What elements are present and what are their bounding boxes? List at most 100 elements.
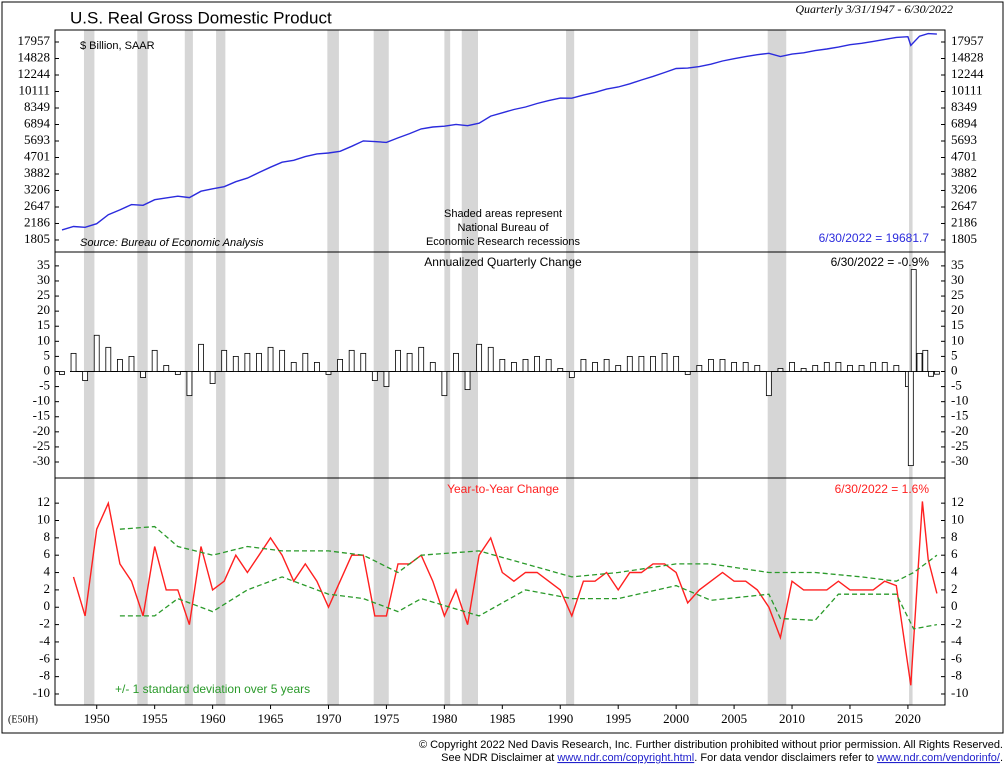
bar <box>684 371 691 375</box>
y-tick-label-right: 5693 <box>951 132 977 147</box>
bar <box>765 371 772 397</box>
bar <box>910 269 917 372</box>
x-tick-label: 2010 <box>779 711 805 726</box>
y-tick-label: -5 <box>39 378 50 393</box>
link[interactable]: www.ndr.com/copyright.html <box>556 752 694 764</box>
bar <box>615 365 622 372</box>
recession-shade <box>461 478 478 705</box>
bar <box>302 352 309 372</box>
recession-shade <box>216 478 226 705</box>
bar <box>522 359 529 372</box>
recession-shade <box>444 478 451 705</box>
bar <box>789 362 795 372</box>
y-tick-label: 2647 <box>24 198 51 213</box>
recession-shade <box>461 252 478 478</box>
recession-shade <box>216 30 226 252</box>
y-tick-label: 10111 <box>18 82 50 97</box>
recession-shade <box>137 30 148 252</box>
bar <box>59 371 65 375</box>
bar <box>163 365 170 372</box>
recession-shade <box>184 252 193 478</box>
bar <box>279 349 286 372</box>
y-tick-label-right: -4 <box>951 633 962 648</box>
bar <box>290 362 297 372</box>
bar <box>70 352 77 372</box>
recession-shade <box>909 30 913 252</box>
y-tick-label: -8 <box>39 668 50 683</box>
y-tick-label: 2 <box>44 581 51 596</box>
y-tick-label-right: 12244 <box>951 66 984 81</box>
recession-shade <box>373 30 389 252</box>
y-tick-label: -10 <box>33 685 50 700</box>
bar <box>534 356 540 372</box>
bar <box>267 346 274 372</box>
bar <box>754 365 761 372</box>
x-tick-label: 1975 <box>373 711 399 726</box>
last-value-label: 6/30/2022 = 1.6% <box>835 482 930 496</box>
bar <box>708 359 714 372</box>
disclaimer-text: . <box>1000 752 1003 764</box>
y-tick-label: 25 <box>37 287 50 302</box>
y-tick-label-right: -2 <box>951 616 962 631</box>
y-tick-label-right: 2186 <box>951 214 978 229</box>
recession-shade <box>184 30 193 252</box>
bar <box>893 365 900 372</box>
note: Shaded areas represent <box>444 208 562 220</box>
recession-shade <box>327 252 339 478</box>
bar <box>922 349 929 372</box>
link[interactable]: www.ndr.com/vendorinfo/ <box>876 752 1001 764</box>
bar <box>847 365 853 372</box>
y-tick-label-right: 3882 <box>951 165 977 180</box>
bar <box>592 362 598 372</box>
bar <box>928 371 934 377</box>
recession-shade <box>83 252 95 478</box>
y-tick-label-right: 0 <box>951 598 958 613</box>
recession-shade <box>767 252 787 478</box>
recession-shade <box>767 30 787 252</box>
subtitle: Quarterly 3/31/1947 - 6/30/2022 <box>795 2 953 16</box>
y-tick-label: 30 <box>37 272 50 287</box>
recession-shade <box>83 478 95 705</box>
bar <box>933 371 940 375</box>
note: National Bureau of <box>457 222 549 234</box>
x-tick-label: 1995 <box>605 711 631 726</box>
x-tick-label: 1990 <box>547 711 573 726</box>
y-tick-label-right: 2 <box>951 581 958 596</box>
recession-shade <box>327 478 339 705</box>
y-tick-label-right: 25 <box>951 287 964 302</box>
bar <box>418 346 425 372</box>
x-tick-label: 1980 <box>431 711 457 726</box>
bar <box>256 352 262 372</box>
y-tick-label-right: -20 <box>951 423 968 438</box>
bar <box>174 371 181 375</box>
y-tick-label: -2 <box>39 616 50 631</box>
y-tick-label: 15 <box>37 317 50 332</box>
y-tick-label: 4701 <box>24 148 50 163</box>
bar <box>557 368 564 372</box>
y-tick-label-right: 20 <box>951 302 964 317</box>
bar <box>603 359 610 372</box>
legend-label: +/- 1 standard deviation over 5 years <box>115 682 310 696</box>
frame <box>1 1 1004 734</box>
y-tick-label: 6894 <box>24 115 51 130</box>
bar <box>151 349 158 372</box>
copyright: © Copyright 2022 Ned Davis Research, Inc… <box>419 739 1003 751</box>
data-line <box>72 500 938 686</box>
bar <box>186 371 193 397</box>
bar <box>800 368 807 372</box>
last-value-label: 6/30/2022 = -0.9% <box>831 255 930 269</box>
y-tick-label-right: 10 <box>951 332 964 347</box>
recession-shade <box>690 30 699 252</box>
y-tick-label-right: 4 <box>951 564 958 579</box>
x-tick-label: 1955 <box>142 711 168 726</box>
bar <box>858 365 865 372</box>
bar <box>696 365 703 372</box>
recession-shade <box>566 30 575 252</box>
x-tick-label: 2000 <box>663 711 689 726</box>
y-tick-label-right: -25 <box>951 438 968 453</box>
x-tick-label: 2005 <box>721 711 747 726</box>
y-tick-label-right: 2647 <box>951 198 978 213</box>
y-tick-label: 5693 <box>24 132 50 147</box>
bar <box>406 352 413 372</box>
